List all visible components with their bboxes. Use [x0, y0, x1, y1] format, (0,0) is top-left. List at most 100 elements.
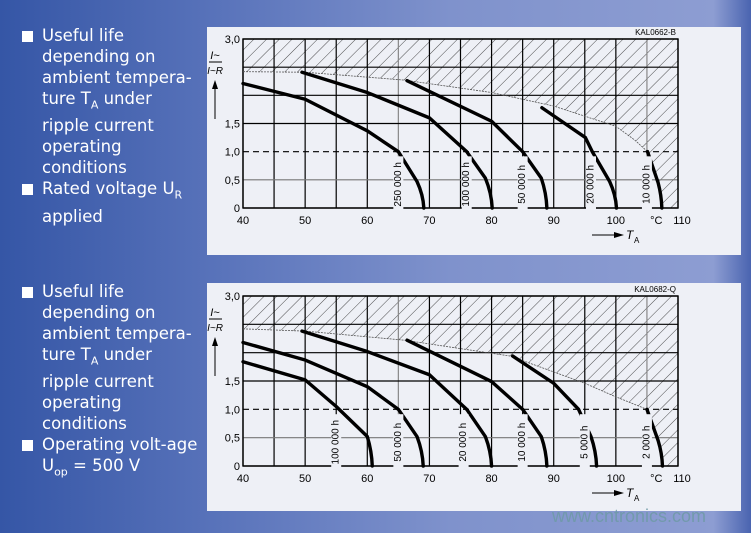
- y-tick-label: 3,0: [225, 291, 240, 303]
- curve-label-bg: [517, 156, 528, 213]
- figure-code: KAL0682-Q: [634, 285, 676, 294]
- x-tick-label: 60: [361, 473, 373, 485]
- y-tick-label: 1,5: [225, 119, 240, 131]
- y-tick-label: 0,5: [225, 175, 240, 187]
- watermark: www.cntronics.com: [552, 506, 707, 526]
- description-text: A: [90, 354, 99, 368]
- description-text: under ripple current operating condition…: [42, 89, 154, 178]
- life-curve: [405, 78, 549, 210]
- description-text: op: [54, 465, 68, 479]
- description-text: Operating volt-age U: [42, 435, 198, 476]
- bullet-square-icon: [22, 31, 33, 42]
- bullet-item: Operating volt-age Uop = 500 V: [22, 434, 202, 482]
- arrow-right-icon: [614, 490, 624, 496]
- curve-label: 50 000 h: [517, 165, 528, 204]
- limit-boundary-line: [242, 71, 648, 152]
- x-tick-label: 90: [548, 473, 560, 485]
- life-curve: [241, 81, 426, 210]
- curve-label: 10 000 h: [517, 423, 528, 462]
- y-tick-label: 3,0: [225, 34, 240, 46]
- life-curve: [241, 360, 374, 468]
- x-tick-label: 60: [361, 215, 373, 227]
- x-tick-label: 110: [673, 473, 691, 485]
- arrow-right-icon: [614, 232, 624, 238]
- life-curve: [300, 329, 494, 468]
- y-axis-label-denominator: I~R: [207, 323, 223, 334]
- description-text: under ripple current operating condition…: [42, 345, 154, 434]
- x-tick-label: 100: [607, 473, 625, 485]
- bullet-item: Rated voltage UR applied: [22, 178, 202, 226]
- curve-label: 5 000 h: [579, 426, 590, 459]
- curve-label: 250 000 h: [393, 162, 404, 207]
- curve-label: 50 000 h: [393, 423, 404, 462]
- x-tick-label: °C: [650, 215, 662, 227]
- life-curve: [405, 338, 549, 468]
- x-tick-label: 50: [299, 215, 311, 227]
- figure-code: KAL0662-B: [635, 28, 676, 37]
- y-axis-label-denominator: I~R: [207, 66, 223, 77]
- x-tick-label: °C: [650, 473, 662, 485]
- description-block-2: Useful life depending on ambient tempera…: [22, 281, 202, 483]
- life-curve: [300, 70, 494, 210]
- x-axis-label-sub: A: [634, 494, 640, 503]
- curve-label: 100 000 h: [461, 162, 472, 207]
- curve-label: 20 000 h: [458, 423, 469, 462]
- chart-1: 250 000 h 100 000 h 50 000 h 20 000 h 10 000…: [207, 28, 691, 245]
- x-tick-label: 100: [607, 215, 625, 227]
- x-tick-label: 70: [423, 473, 435, 485]
- y-tick-label: 1,0: [225, 404, 240, 416]
- bullet-item: Useful life depending on ambient tempera…: [22, 281, 202, 434]
- description-text: Useful life depending on ambient tempera…: [42, 26, 192, 108]
- x-tick-label: 110: [673, 215, 691, 227]
- life-curve: [241, 340, 425, 468]
- x-tick-label: 80: [485, 473, 497, 485]
- curve-label-bg: [641, 414, 652, 471]
- life-curve: [540, 106, 619, 210]
- bullet-square-icon: [22, 440, 33, 452]
- curve-label-bg: [579, 414, 590, 471]
- arrow-up-icon: [212, 80, 218, 89]
- bullet-square-icon: [22, 287, 33, 298]
- curve-label-bg: [641, 156, 652, 213]
- bullet-item: Useful life depending on ambient tempera…: [22, 25, 202, 178]
- x-tick-label: 70: [423, 215, 435, 227]
- curve-label-bg: [517, 414, 528, 471]
- curve-label-bg: [586, 156, 596, 213]
- x-axis-label-sub: A: [634, 236, 640, 245]
- x-tick-label: 80: [485, 215, 497, 227]
- bullet-square-icon: [22, 184, 33, 196]
- y-axis-label-numerator: I~: [210, 307, 220, 319]
- y-axis-label-numerator: I~: [210, 50, 220, 62]
- y-tick-label: 0: [234, 461, 240, 473]
- curve-label-bg: [331, 414, 342, 471]
- description-text: A: [90, 98, 99, 112]
- x-tick-label: 50: [299, 473, 311, 485]
- x-tick-label: 40: [237, 215, 249, 227]
- life-curve: [511, 354, 599, 468]
- y-tick-label: 1,5: [225, 376, 240, 388]
- description-text: applied: [42, 206, 103, 226]
- x-axis-label: T: [626, 228, 635, 242]
- y-tick-label: 0: [234, 203, 240, 215]
- description-text: Useful life depending on ambient tempera…: [42, 282, 192, 364]
- y-tick-label: 1,0: [225, 147, 240, 159]
- y-tick-label: 0,5: [225, 433, 240, 445]
- curve-label-bg: [461, 156, 472, 213]
- x-axis-label: T: [626, 486, 635, 500]
- description-block-1: Useful life depending on ambient tempera…: [22, 25, 202, 227]
- curve-label-bg: [393, 414, 404, 471]
- plot-frame: [242, 38, 679, 209]
- curve-label: 2 000 h: [641, 426, 652, 459]
- description-text: R: [174, 188, 183, 202]
- curve-label: 20 000 h: [586, 165, 597, 204]
- curve-label: 10 000 h: [641, 165, 652, 204]
- description-text: Rated voltage U: [42, 179, 175, 199]
- arrow-up-icon: [212, 337, 218, 346]
- x-tick-label: 90: [548, 215, 560, 227]
- limit-boundary-line: [242, 328, 648, 410]
- curve-label-bg: [458, 414, 469, 471]
- curve-label-bg: [393, 156, 404, 213]
- description-text: = 500 V: [67, 456, 141, 476]
- curve-label: 100 000 h: [331, 420, 342, 465]
